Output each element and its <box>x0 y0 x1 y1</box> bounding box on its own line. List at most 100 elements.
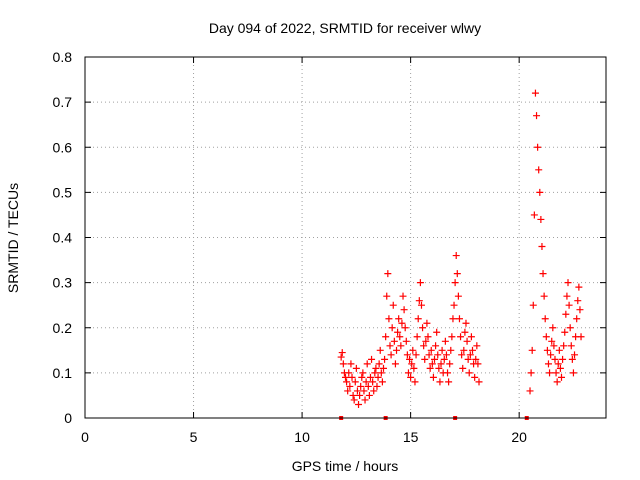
data-point <box>375 360 383 368</box>
data-point <box>530 211 538 219</box>
axis-ticks: 0 0.1 0.2 0.3 0.4 0.5 0.6 0.7 0.8 0 5 10 15 20 <box>53 49 606 445</box>
data-point <box>561 328 569 336</box>
data-point <box>406 355 414 363</box>
data-point <box>535 166 543 174</box>
data-point <box>569 369 577 377</box>
chart-title: Day 094 of 2022, SRMTID for receiver wlw… <box>209 20 481 36</box>
data-point <box>450 301 458 309</box>
data-point <box>420 342 428 350</box>
y-tick-label: 0 <box>64 410 72 426</box>
data-point <box>399 292 407 300</box>
data-point <box>575 283 583 291</box>
data-point <box>534 143 542 151</box>
data-point <box>361 396 369 404</box>
data-point <box>404 369 412 377</box>
data-point <box>549 324 557 332</box>
data-points <box>337 89 585 420</box>
data-point <box>374 373 382 381</box>
data-point <box>344 387 352 395</box>
y-tick-label: 0.6 <box>53 139 73 155</box>
data-point <box>338 349 346 357</box>
data-point <box>407 373 415 381</box>
data-point <box>376 346 384 354</box>
data-point <box>458 351 466 359</box>
data-point <box>543 346 551 354</box>
data-point <box>442 351 450 359</box>
data-point <box>352 364 360 372</box>
data-point <box>389 301 397 309</box>
data-point <box>526 387 534 395</box>
data-point <box>366 373 374 381</box>
data-point <box>421 355 429 363</box>
data-point <box>411 378 419 386</box>
data-point <box>342 373 349 381</box>
data-point <box>396 333 404 341</box>
data-point <box>417 301 425 309</box>
data-point <box>357 382 365 390</box>
data-point <box>377 369 385 377</box>
data-point <box>576 306 584 314</box>
data-point <box>571 351 579 359</box>
data-point <box>527 369 535 377</box>
data-point <box>528 346 536 354</box>
data-point <box>437 360 445 368</box>
plot-border <box>84 56 607 419</box>
data-point <box>445 378 453 386</box>
data-point <box>559 355 567 363</box>
data-point <box>573 315 581 323</box>
data-point <box>408 360 416 368</box>
data-point <box>412 351 420 359</box>
data-point <box>446 360 454 368</box>
data-point <box>566 324 574 332</box>
data-point <box>390 337 398 345</box>
data-point <box>536 188 544 196</box>
data-point <box>465 369 473 377</box>
data-point <box>347 360 355 368</box>
data-point <box>432 342 440 350</box>
data-point <box>372 364 380 372</box>
data-point <box>359 369 367 377</box>
data-point <box>463 337 471 345</box>
data-point <box>346 382 354 390</box>
data-point <box>364 382 372 390</box>
data-point <box>454 292 462 300</box>
data-point <box>419 324 427 332</box>
data-point <box>402 337 410 345</box>
data-point <box>453 270 461 278</box>
data-point <box>348 373 356 381</box>
data-point <box>444 369 452 377</box>
data-point <box>563 292 571 300</box>
data-point <box>358 373 366 381</box>
data-point <box>544 360 552 368</box>
data-point <box>567 342 575 350</box>
data-point <box>400 306 408 314</box>
data-point <box>540 292 548 300</box>
data-point <box>467 333 475 341</box>
data-point <box>387 351 395 359</box>
data-point <box>349 391 357 399</box>
x-tick-label: 15 <box>403 429 419 445</box>
data-point <box>369 378 377 386</box>
data-point <box>449 315 457 323</box>
data-point <box>565 301 573 309</box>
data-point <box>462 319 470 327</box>
data-point <box>555 346 563 354</box>
data-point <box>425 351 433 359</box>
data-point <box>553 378 561 386</box>
data-point <box>438 346 446 354</box>
data-point <box>395 315 403 323</box>
data-point <box>447 346 455 354</box>
data-point <box>473 342 481 350</box>
data-point <box>427 346 435 354</box>
data-point <box>416 279 424 287</box>
data-point <box>468 346 476 354</box>
data-point <box>426 364 434 372</box>
data-point <box>397 342 405 350</box>
x-tick-label: 5 <box>190 429 198 445</box>
data-point <box>424 333 432 341</box>
data-point <box>351 378 359 386</box>
y-tick-label: 0.3 <box>53 275 73 291</box>
data-point <box>562 310 570 318</box>
data-point <box>398 319 406 327</box>
